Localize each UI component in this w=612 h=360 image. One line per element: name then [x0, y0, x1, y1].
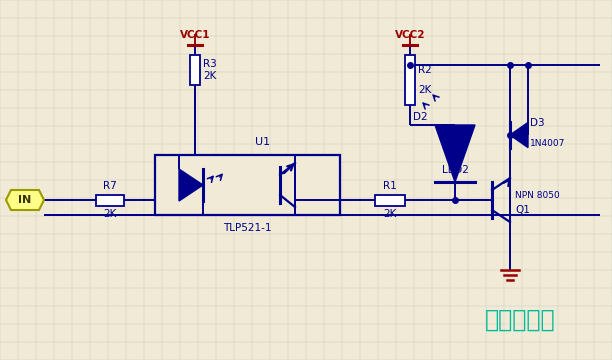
Text: D3: D3: [530, 118, 545, 128]
Polygon shape: [510, 122, 528, 148]
Bar: [96, 194, 124, 206]
Text: LED2: LED2: [442, 165, 468, 175]
Bar: [155, 155, 340, 215]
Text: 2K: 2K: [383, 209, 397, 219]
Text: VCC1: VCC1: [180, 30, 211, 40]
Bar: [405, 55, 415, 105]
Text: U1: U1: [255, 137, 270, 147]
Polygon shape: [435, 125, 475, 182]
Bar: [375, 194, 405, 206]
Text: NPN 8050: NPN 8050: [515, 190, 560, 199]
Text: Q1: Q1: [515, 205, 530, 215]
Text: 1N4007: 1N4007: [530, 139, 565, 148]
Text: IN: IN: [18, 195, 32, 205]
Text: VCC2: VCC2: [395, 30, 425, 40]
Text: R2: R2: [418, 65, 431, 75]
Text: R3: R3: [203, 59, 217, 69]
Text: 2K: 2K: [203, 71, 217, 81]
Text: R1: R1: [383, 181, 397, 191]
Text: 自动秒链接: 自动秒链接: [485, 308, 555, 332]
Text: R7: R7: [103, 181, 117, 191]
Text: D2: D2: [412, 112, 427, 122]
Text: TLP521-1: TLP521-1: [223, 223, 272, 233]
Text: 2K: 2K: [418, 85, 431, 95]
Polygon shape: [179, 169, 203, 201]
Text: 2K: 2K: [103, 209, 117, 219]
Bar: [190, 55, 200, 85]
Polygon shape: [6, 190, 44, 210]
